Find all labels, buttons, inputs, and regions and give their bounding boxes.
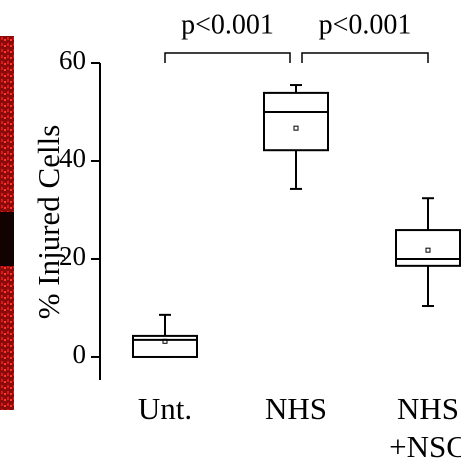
significance-bracket: [301, 52, 429, 63]
image-strip: [0, 212, 14, 266]
box: [263, 91, 329, 152]
y-tick-label: 60: [59, 45, 86, 75]
annotation: p<0.001: [319, 9, 412, 40]
y-tick-label: 20: [59, 241, 86, 271]
x-tick-label: NHS +NSC: [389, 391, 461, 464]
significance-bracket: [164, 52, 291, 63]
mean: [162, 338, 168, 344]
x-tick-label: NHS: [264, 391, 327, 426]
image-strip: [0, 36, 14, 212]
y-axis-label: % Injured Cells: [31, 125, 66, 320]
image-strip: [0, 266, 14, 410]
mean: [425, 247, 431, 253]
box: [132, 334, 198, 358]
x-tick-label: Unt.: [137, 391, 193, 426]
y-tick-label: 0: [73, 339, 87, 369]
annotation: p<0.001: [181, 9, 274, 40]
y-tick-label: 40: [59, 143, 86, 173]
mean: [293, 125, 299, 131]
